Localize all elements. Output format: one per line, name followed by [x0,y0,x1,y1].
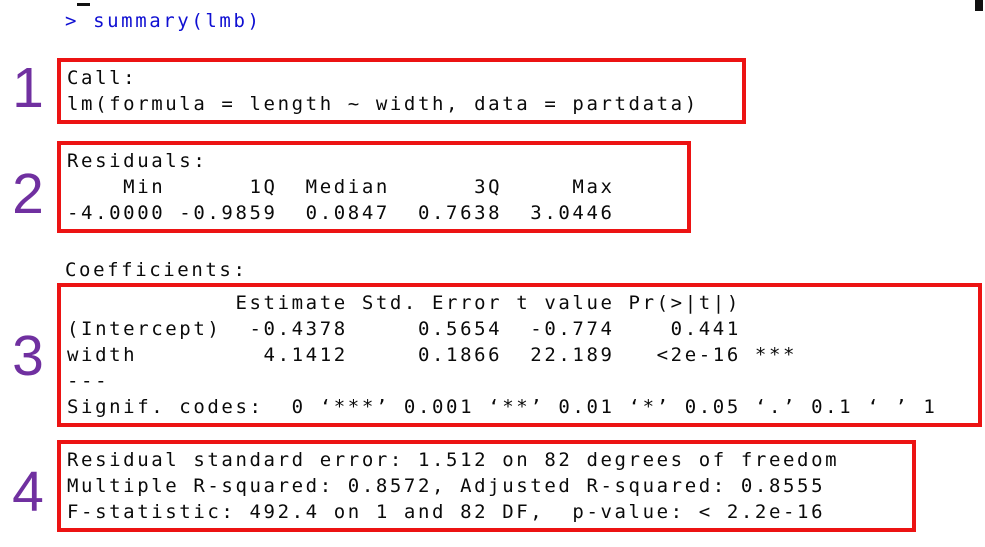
coefficients-section-box: Estimate Std. Error t value Pr(>|t|) (In… [57,283,982,427]
call-heading: Call: [67,67,138,89]
window-edge-mark [975,0,983,11]
section-number-3: 3 [12,324,44,388]
r-squared-line: Multiple R-squared: 0.8572, Adjusted R-s… [67,475,826,497]
signif-codes-line: Signif. codes: 0 ‘***’ 0.001 ‘**’ 0.01 ‘… [67,396,938,418]
section-number-4: 4 [12,460,44,524]
residuals-heading: Residuals: [67,150,208,172]
residual-standard-error-line: Residual standard error: 1.512 on 82 deg… [67,449,840,471]
residuals-values: -4.0000 -0.9859 0.0847 0.7638 3.0446 [67,202,615,224]
coefficients-separator: --- [67,370,110,392]
coefficients-heading: Coefficients: [65,259,248,281]
text-cursor-mark [77,3,90,6]
coefficients-column-headers: Estimate Std. Error t value Pr(>|t|) [67,292,741,314]
f-statistic-line: F-statistic: 492.4 on 1 and 82 DF, p-val… [67,501,826,523]
console-command: > summary(lmb) [65,10,262,32]
model-stats-section-box: Residual standard error: 1.512 on 82 deg… [57,440,916,532]
section-number-2: 2 [12,162,44,226]
coefficients-row-intercept: (Intercept) -0.4378 0.5654 -0.774 0.441 [67,318,741,340]
residuals-column-headers: Min 1Q Median 3Q Max [67,176,615,198]
coefficients-row-width: width 4.1412 0.1866 22.189 <2e-16 *** [67,344,798,366]
call-section-box: Call: lm(formula = length ~ width, data … [57,58,746,124]
call-formula: lm(formula = length ~ width, data = part… [67,93,699,115]
section-number-1: 1 [12,56,44,120]
residuals-section-box: Residuals: Min 1Q Median 3Q Max -4.0000 … [57,141,691,233]
